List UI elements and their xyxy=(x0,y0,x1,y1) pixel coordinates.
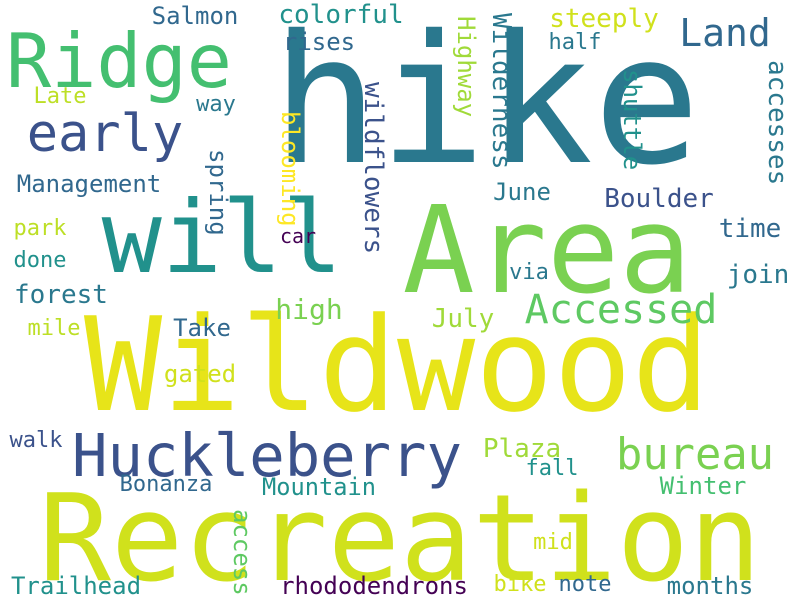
word-bonanza: Bonanza xyxy=(119,472,213,497)
word-wildwood: Wildwood xyxy=(83,289,711,441)
word-spring: spring xyxy=(204,148,232,236)
word-salmon: Salmon xyxy=(151,2,239,30)
word-bureau: bureau xyxy=(616,429,774,481)
word-months: months xyxy=(666,572,754,600)
word-trailhead: Trailhead xyxy=(10,572,142,600)
word-accessed: Accessed xyxy=(524,287,718,333)
word-high: high xyxy=(275,293,343,326)
word-join: join xyxy=(726,260,790,290)
word-time: time xyxy=(718,214,782,244)
word-mid: mid xyxy=(533,530,573,555)
word-management: Management xyxy=(16,170,162,198)
word-walk: walk xyxy=(9,428,63,453)
word-will: will xyxy=(101,179,343,296)
word-boulder: Boulder xyxy=(604,184,714,214)
word-half: half xyxy=(548,30,602,55)
word-hike: hike xyxy=(271,0,701,204)
word-bike: bike xyxy=(493,572,547,597)
word-via: via xyxy=(509,260,549,285)
word-take: Take xyxy=(173,314,231,342)
word-late: Late xyxy=(33,84,87,109)
word-blooming: blooming xyxy=(276,111,304,227)
word-recreation: Recreation xyxy=(38,470,762,600)
word-car: car xyxy=(279,224,317,248)
word-way: way xyxy=(196,92,236,117)
word-ridge: Ridge xyxy=(6,17,232,106)
word-highway: Highway xyxy=(452,16,480,118)
word-early: early xyxy=(26,104,184,164)
word-done: done xyxy=(13,248,67,273)
word-gated: gated xyxy=(163,360,237,388)
word-shuttle: shuttle xyxy=(618,69,646,171)
word-park: park xyxy=(13,216,67,241)
word-mile: mile xyxy=(27,316,81,341)
word-huckleberry: Huckleberry xyxy=(72,420,462,490)
word-accesses: accesses xyxy=(762,60,792,186)
word-note: note xyxy=(558,572,612,597)
word-forest: forest xyxy=(14,280,108,310)
word-july: July xyxy=(431,304,495,334)
word-area: Area xyxy=(402,182,692,321)
word-rhododendrons: rhododendrons xyxy=(280,572,468,600)
word-mountain: Mountain xyxy=(262,473,376,502)
word-access: access xyxy=(228,508,256,596)
word-june: June xyxy=(493,178,551,206)
word-wildflowers: wildflowers xyxy=(358,81,388,255)
word-winter: Winter xyxy=(659,472,747,500)
word-steeply: steeply xyxy=(549,4,659,34)
word-fall: fall xyxy=(525,456,579,481)
word-land: Land xyxy=(679,11,771,55)
word-plaza: Plaza xyxy=(482,434,562,464)
word-rises: rises xyxy=(282,28,356,56)
word-colorful: colorful xyxy=(278,0,404,30)
word-wilderness: Wilderness xyxy=(486,12,516,170)
